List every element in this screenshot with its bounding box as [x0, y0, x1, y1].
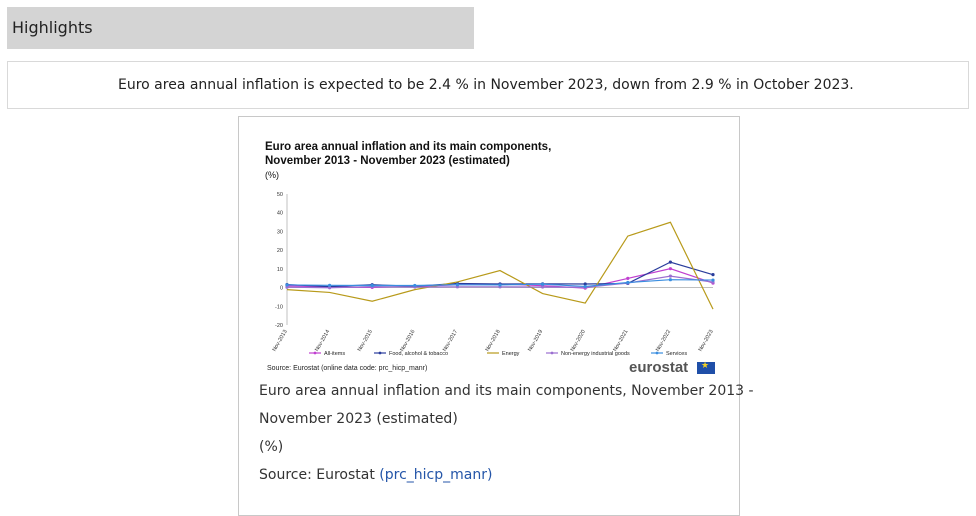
chart-title-line2: November 2013 - November 2023 (estimated… [265, 155, 510, 167]
caption-unit: (%) [259, 439, 284, 455]
legend-label: All-items [324, 351, 345, 357]
legend-label: Services [666, 351, 687, 357]
series-line [286, 221, 714, 310]
legend-marker [550, 351, 554, 355]
y-tick-label: 30 [277, 229, 283, 235]
data-point [328, 286, 332, 290]
line-chart: -20 -10 0 10 20 30 40 50 Nov-2013 Nov-2014 Nov-201… [272, 192, 715, 357]
data-point [711, 278, 715, 282]
caption-source-prefix: Source: Eurostat [259, 467, 380, 483]
chart-unit: (%) [265, 170, 279, 180]
data-point [455, 283, 459, 287]
caption-line1: Euro area annual inflation and its main … [259, 383, 754, 399]
x-tick-label: Nov-2019 [527, 329, 544, 353]
legend-marker [655, 351, 659, 355]
x-tick-label: Nov-2023 [698, 329, 715, 353]
x-tick-label: Nov-2017 [442, 329, 459, 353]
caption-line2: November 2023 (estimated) [259, 411, 458, 427]
data-point [541, 285, 545, 289]
chart-figure: Euro area annual inflation and its main … [238, 116, 754, 516]
y-tick-label: -20 [275, 323, 283, 329]
data-point [668, 274, 672, 278]
y-tick-label: 0 [280, 286, 283, 292]
chart-title-line1: Euro area annual inflation and its main … [265, 141, 552, 153]
y-tick-label: 40 [277, 211, 283, 217]
chart-source: Source: Eurostat (online data code: prc_… [267, 365, 428, 372]
eu-flag-icon [697, 361, 715, 374]
legend-label: Food, alcohol & tobacco [389, 351, 448, 357]
legend-marker [313, 351, 317, 355]
x-tick-label: Nov-2014 [314, 329, 331, 353]
source-link[interactable]: (prc_hicp_manr) [379, 467, 493, 483]
legend-label: Non-energy industrial goods [561, 351, 630, 357]
x-tick-label: Nov-2021 [612, 329, 629, 353]
x-tick-label: Nov-2020 [570, 329, 587, 353]
data-point [498, 283, 502, 287]
data-point [328, 283, 332, 287]
data-point [583, 282, 587, 286]
data-point [413, 283, 417, 288]
x-tick-label: Nov-2013 [272, 329, 289, 353]
legend-label: Energy [502, 351, 520, 357]
chart-image: Euro area annual inflation and its main … [249, 127, 719, 382]
highlights-header: Highlights [7, 7, 474, 49]
legend-marker [378, 351, 382, 355]
data-point [668, 278, 672, 282]
highlights-title: Highlights [12, 18, 93, 37]
data-point [626, 280, 630, 285]
eurostat-logo: eurostat [629, 359, 689, 376]
data-point [583, 284, 587, 289]
summary-box: Euro area annual inflation is expected t… [7, 61, 969, 109]
data-point [541, 282, 545, 286]
data-point [668, 260, 672, 264]
summary-text: Euro area annual inflation is expected t… [118, 77, 854, 93]
y-tick-label: -10 [275, 304, 283, 310]
data-point [370, 283, 374, 288]
data-point [668, 267, 672, 271]
data-point [285, 283, 289, 287]
y-tick-label: 50 [277, 192, 283, 198]
x-tick-label: Nov-2015 [357, 329, 374, 353]
caption-source: Source: Eurostat (prc_hicp_manr) [259, 467, 492, 483]
data-point [285, 285, 289, 289]
data-point [711, 273, 715, 277]
y-tick-label: 20 [277, 248, 283, 254]
x-tick-label: Nov-2016 [399, 329, 416, 353]
data-point [626, 276, 630, 281]
x-tick-label: Nov-2018 [485, 329, 502, 353]
y-tick-label: 10 [277, 267, 283, 273]
x-tick-label: Nov-2022 [655, 329, 672, 353]
